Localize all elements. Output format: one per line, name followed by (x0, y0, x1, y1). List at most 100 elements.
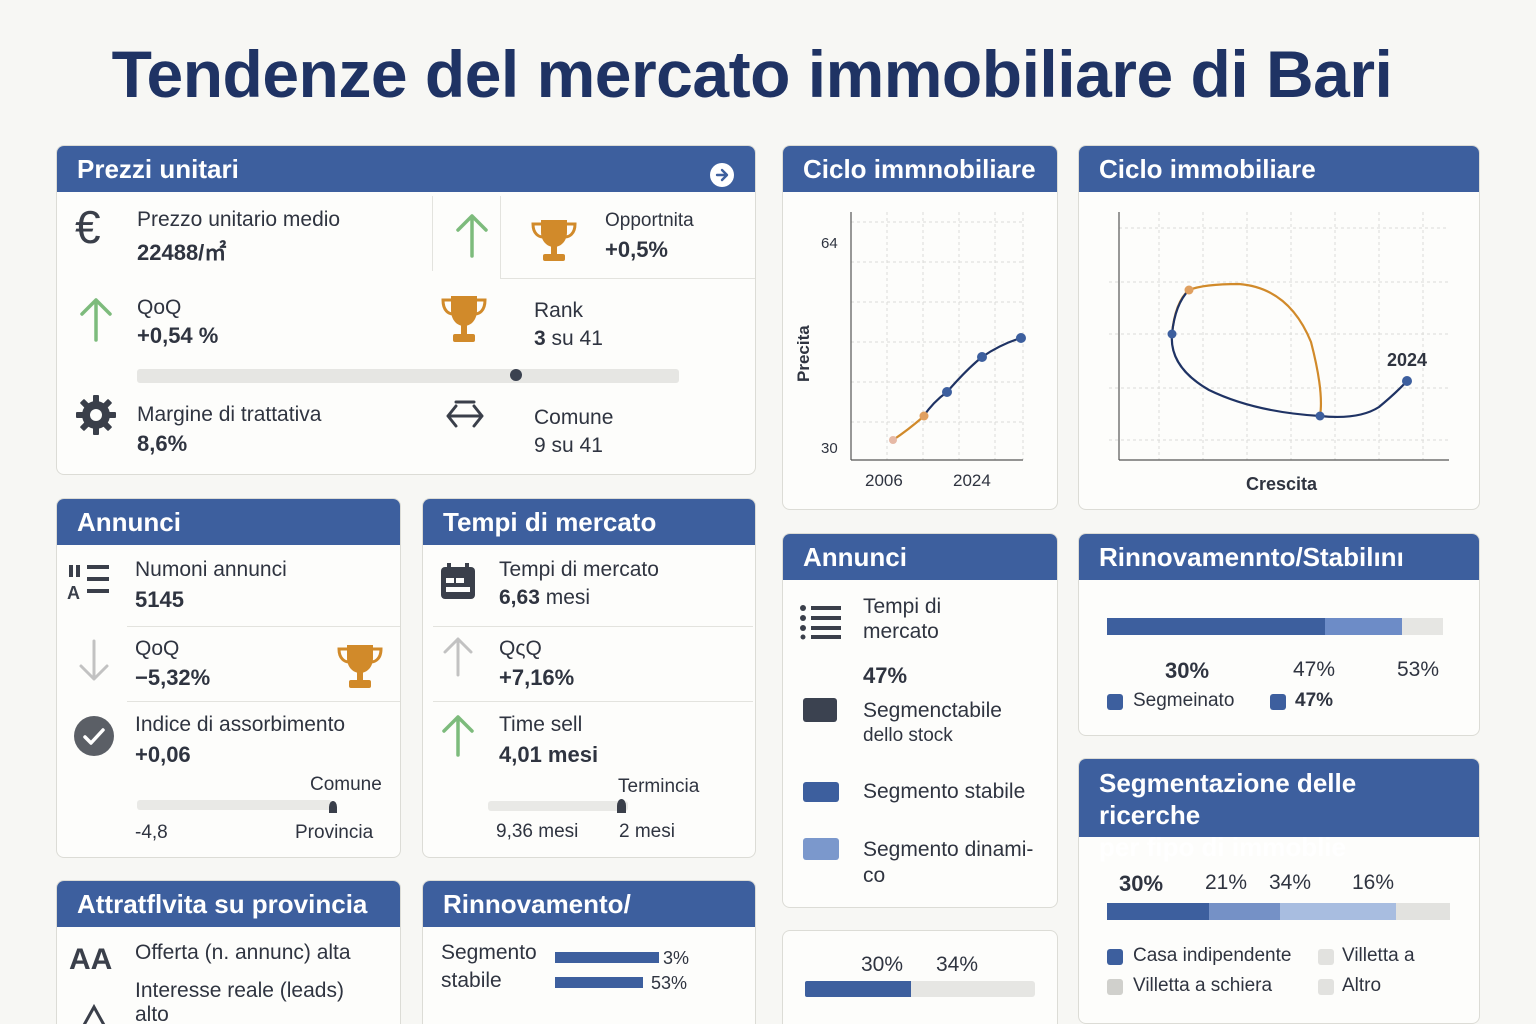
gear-icon (74, 393, 118, 442)
opport-label: Opportnita (605, 210, 694, 231)
segmentazione-card: Segmentazione delle ricerche per fipo di… (1078, 758, 1480, 1024)
rank-slider[interactable] (137, 369, 679, 383)
annunci-left-value: -4,8 (135, 822, 168, 843)
text-icon (81, 1003, 107, 1024)
blue-series-line (1170, 289, 1408, 419)
legend-swatch (1107, 979, 1123, 995)
indice-label: Indice di assorbimento (135, 713, 346, 736)
legend-altro: Altro (1342, 975, 1382, 996)
rinnov-value-3: 53% (1397, 658, 1440, 681)
time-sell-track (488, 801, 628, 811)
x-tick-left: 2006 (865, 471, 903, 490)
y-tick-bottom: 30 (821, 440, 838, 457)
legend-label-1: Segmeinato (1133, 690, 1235, 711)
arrow-right-icon[interactable] (709, 156, 735, 187)
ciclo-loop-chart: Crescita 2024 (1109, 212, 1449, 494)
swatch-dark (803, 698, 837, 722)
prezzo-label: Prezzo unitario medio (137, 208, 341, 231)
data-point (1315, 411, 1325, 421)
rank-value: 3 su 41 (534, 327, 603, 351)
legend-schiera: Villetta a schiera (1133, 975, 1273, 996)
orange-series-line (892, 416, 924, 441)
qoq-label: QoQ (137, 296, 182, 319)
seg-label-4: 16% (1352, 871, 1395, 894)
track-marker (329, 801, 337, 813)
prezzi-header: Prezzi unitari (57, 146, 755, 192)
blue-series-line (922, 336, 1022, 418)
list-icon: A (67, 561, 113, 608)
rank-slider-knob[interactable] (510, 369, 523, 381)
check-circle-icon (73, 715, 115, 762)
absorption-track (137, 800, 332, 810)
data-point (1402, 376, 1412, 386)
tempi-left-value: 9,36 mesi (496, 821, 579, 842)
divider (500, 196, 501, 278)
divider (127, 626, 400, 627)
rinnov-value-1: 30% (1165, 658, 1210, 683)
margine-value: 8,6% (137, 431, 188, 456)
trophy-icon (335, 641, 385, 696)
attrattivita-header: Attratflvita su provincia (57, 881, 400, 927)
segmentazione-header: Segmentazione delle ricerche per fipo di… (1079, 759, 1479, 862)
tm-label: Tempi di mercato (499, 558, 659, 581)
ciclo-loop-card: Ciclo immobiliare Crescita 2024 (1078, 145, 1480, 510)
item4-line1: Segmento dinami- (863, 838, 1034, 861)
data-point (1016, 333, 1026, 343)
legend-swatch (1318, 979, 1334, 995)
legend-casa: Casa indipendente (1133, 945, 1292, 966)
divider (433, 701, 753, 702)
swatch-mid (803, 838, 839, 860)
arrow-up-icon (439, 713, 477, 762)
num-annunci-value: 5145 (135, 587, 184, 612)
rank-rest: su 41 (545, 327, 603, 350)
item1-value: 47% (863, 663, 908, 688)
data-point (1167, 329, 1177, 339)
data-point (1184, 285, 1194, 295)
rinnovamento-header: Rinnovamennto/Stabilını (1079, 534, 1479, 580)
segment-bar (1107, 903, 1450, 920)
opport-value: +0,5% (605, 237, 668, 262)
annunci-card: Annunci A Numoni annunci 5145 QoQ −5,32%… (56, 498, 401, 858)
tempi-right-value: 2 mesi (619, 821, 675, 842)
rinnovamento-bottom-header: Rinnovamento/ (423, 881, 755, 927)
legend-label-2: 47% (1295, 690, 1334, 711)
item1-line1: Tempi di (863, 595, 942, 618)
item2-line1: Segmenctabile (863, 699, 1002, 722)
margine-label: Margine di trattativa (137, 403, 322, 426)
annunci-segments-card: Annunci Tempi di mercato 47% Segmenctabi… (782, 533, 1058, 908)
summary-value-2: 34% (936, 953, 979, 976)
item2-line2: dello stock (863, 725, 953, 746)
annunci-header: Annunci (57, 499, 400, 545)
swap-arrows-icon (442, 396, 488, 441)
comune-value: 9 su 41 (534, 434, 603, 457)
qoq-value: +0,54 % (137, 323, 219, 348)
seg-label-2: 21% (1205, 871, 1248, 894)
rinnov2-value-1: 3% (663, 948, 690, 968)
segment-villetta (1208, 903, 1281, 920)
bar-segment-dinamico (555, 977, 643, 988)
ciclo-line-header: Ciclo immnobiliare (783, 146, 1057, 192)
legend-villetta: Villetta a (1342, 945, 1415, 966)
item1-line2: mercato (863, 620, 939, 643)
data-point (942, 387, 952, 397)
attract-line-1: Offerta (n. annunc) alta (135, 941, 351, 964)
ts-value: 4,01 mesi (499, 742, 599, 767)
legend-swatch (1270, 694, 1286, 710)
annunci-comune-label: Comune (310, 774, 382, 795)
bar-segment-secondary (1324, 618, 1403, 635)
prezzo-value: 22488/㎡ (137, 240, 227, 265)
segment-schiera (1280, 903, 1396, 920)
y-tick-top: 64 (821, 235, 838, 252)
tempi-qoq-label: QςQ (499, 637, 542, 660)
rank-number: 3 (534, 327, 546, 350)
divider (433, 626, 753, 627)
trophy-icon (529, 216, 579, 269)
seg-label-3: 34% (1269, 871, 1312, 894)
tempi-qoq-value: +7,16% (499, 665, 575, 690)
item3-label: Segmento stabile (863, 780, 1026, 803)
ciclo-loop-header: Ciclo immobiliare (1079, 146, 1479, 192)
ciclo-line-chart: 64 30 Precita 2006 2024 (794, 212, 1026, 490)
y-axis-label: Precita (794, 325, 813, 382)
attract-line-2: Interesse reale (leads) (135, 979, 344, 1002)
font-size-icon: AA (69, 943, 113, 976)
